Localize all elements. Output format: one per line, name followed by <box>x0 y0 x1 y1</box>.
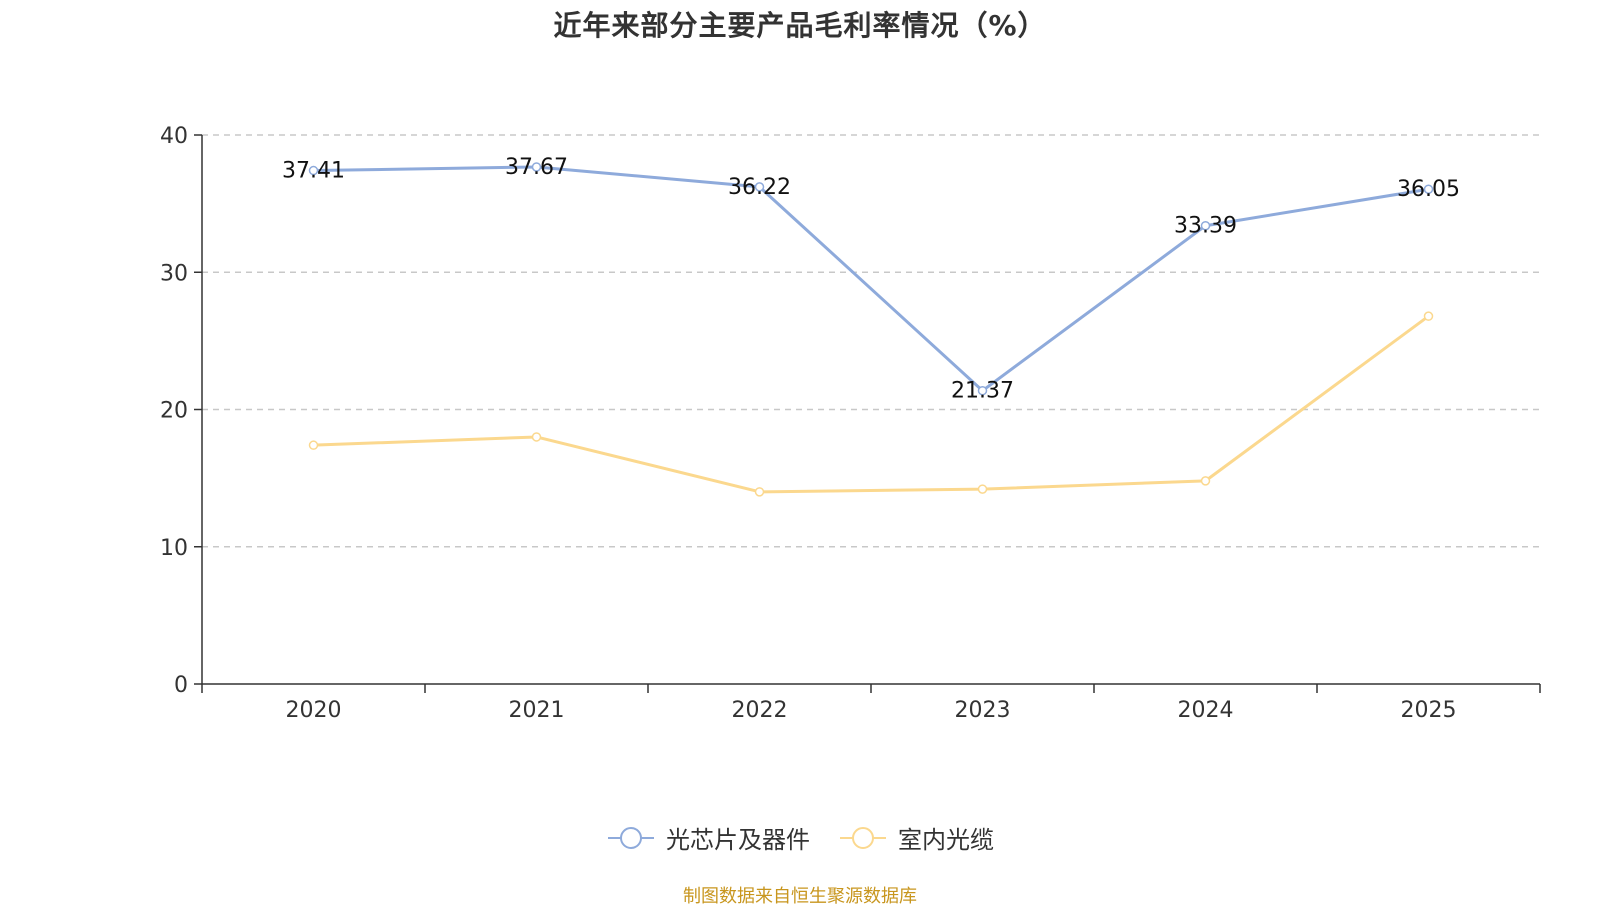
x-tick-label: 2025 <box>1401 698 1457 723</box>
y-tick-label: 10 <box>160 536 188 561</box>
data-point-series-1[interactable] <box>1200 476 1211 486</box>
legend-marker-series-1 <box>840 826 886 849</box>
y-tick-label: 30 <box>160 261 188 286</box>
data-label-series-0: 36.22 <box>728 175 791 200</box>
y-tick-label: 40 <box>160 124 188 149</box>
x-tick-label: 2021 <box>509 698 565 723</box>
series-line-1 <box>312 314 1430 494</box>
data-point-series-0[interactable] <box>754 182 765 192</box>
x-tick-label: 2024 <box>1178 698 1234 723</box>
data-label-series-0: 36.05 <box>1397 177 1460 202</box>
legend: 光芯片及器件 室内光缆 <box>0 820 1600 855</box>
data-point-series-0[interactable] <box>1423 184 1434 194</box>
data-label-series-0: 21.37 <box>951 379 1014 404</box>
legend-item-series-0[interactable]: 光芯片及器件 <box>606 820 810 855</box>
x-tick-label: 2023 <box>955 698 1011 723</box>
series-layer <box>308 162 1434 497</box>
axis-layer: 0 10 20 30 40 2020 2021 2022 2023 2024 2025 <box>160 124 1541 723</box>
data-point-series-0[interactable] <box>1200 220 1211 231</box>
data-point-series-0[interactable] <box>977 385 988 396</box>
series-line-0 <box>312 165 1430 393</box>
x-tick-label: 2022 <box>732 698 788 723</box>
label-layer: 37.41 37.67 36.22 21.37 33.39 36.05 <box>282 155 1460 404</box>
data-point-series-1[interactable] <box>754 487 765 497</box>
data-label-series-0: 37.67 <box>505 155 568 180</box>
legend-marker-series-0 <box>608 826 654 849</box>
data-label-series-0: 33.39 <box>1174 214 1237 239</box>
legend-label-series-1: 室内光缆 <box>898 826 994 854</box>
data-point-series-1[interactable] <box>308 440 319 450</box>
data-point-series-0[interactable] <box>308 165 319 176</box>
source-note: 制图数据来自恒生聚源数据库 <box>683 886 917 907</box>
data-point-series-0[interactable] <box>531 162 542 172</box>
data-point-series-1[interactable] <box>1423 311 1434 321</box>
legend-label-series-0: 光芯片及器件 <box>666 826 810 854</box>
data-label-series-0: 37.41 <box>282 159 345 184</box>
grid-layer <box>202 134 1540 548</box>
data-point-series-1[interactable] <box>977 484 988 494</box>
x-tick-label: 2020 <box>286 698 342 723</box>
data-point-series-1[interactable] <box>531 432 542 442</box>
legend-item-series-1[interactable]: 室内光缆 <box>838 820 994 855</box>
y-tick-label: 0 <box>174 673 188 698</box>
y-tick-label: 20 <box>160 399 188 424</box>
chart-title: 近年来部分主要产品毛利率情况（%） <box>553 9 1047 42</box>
